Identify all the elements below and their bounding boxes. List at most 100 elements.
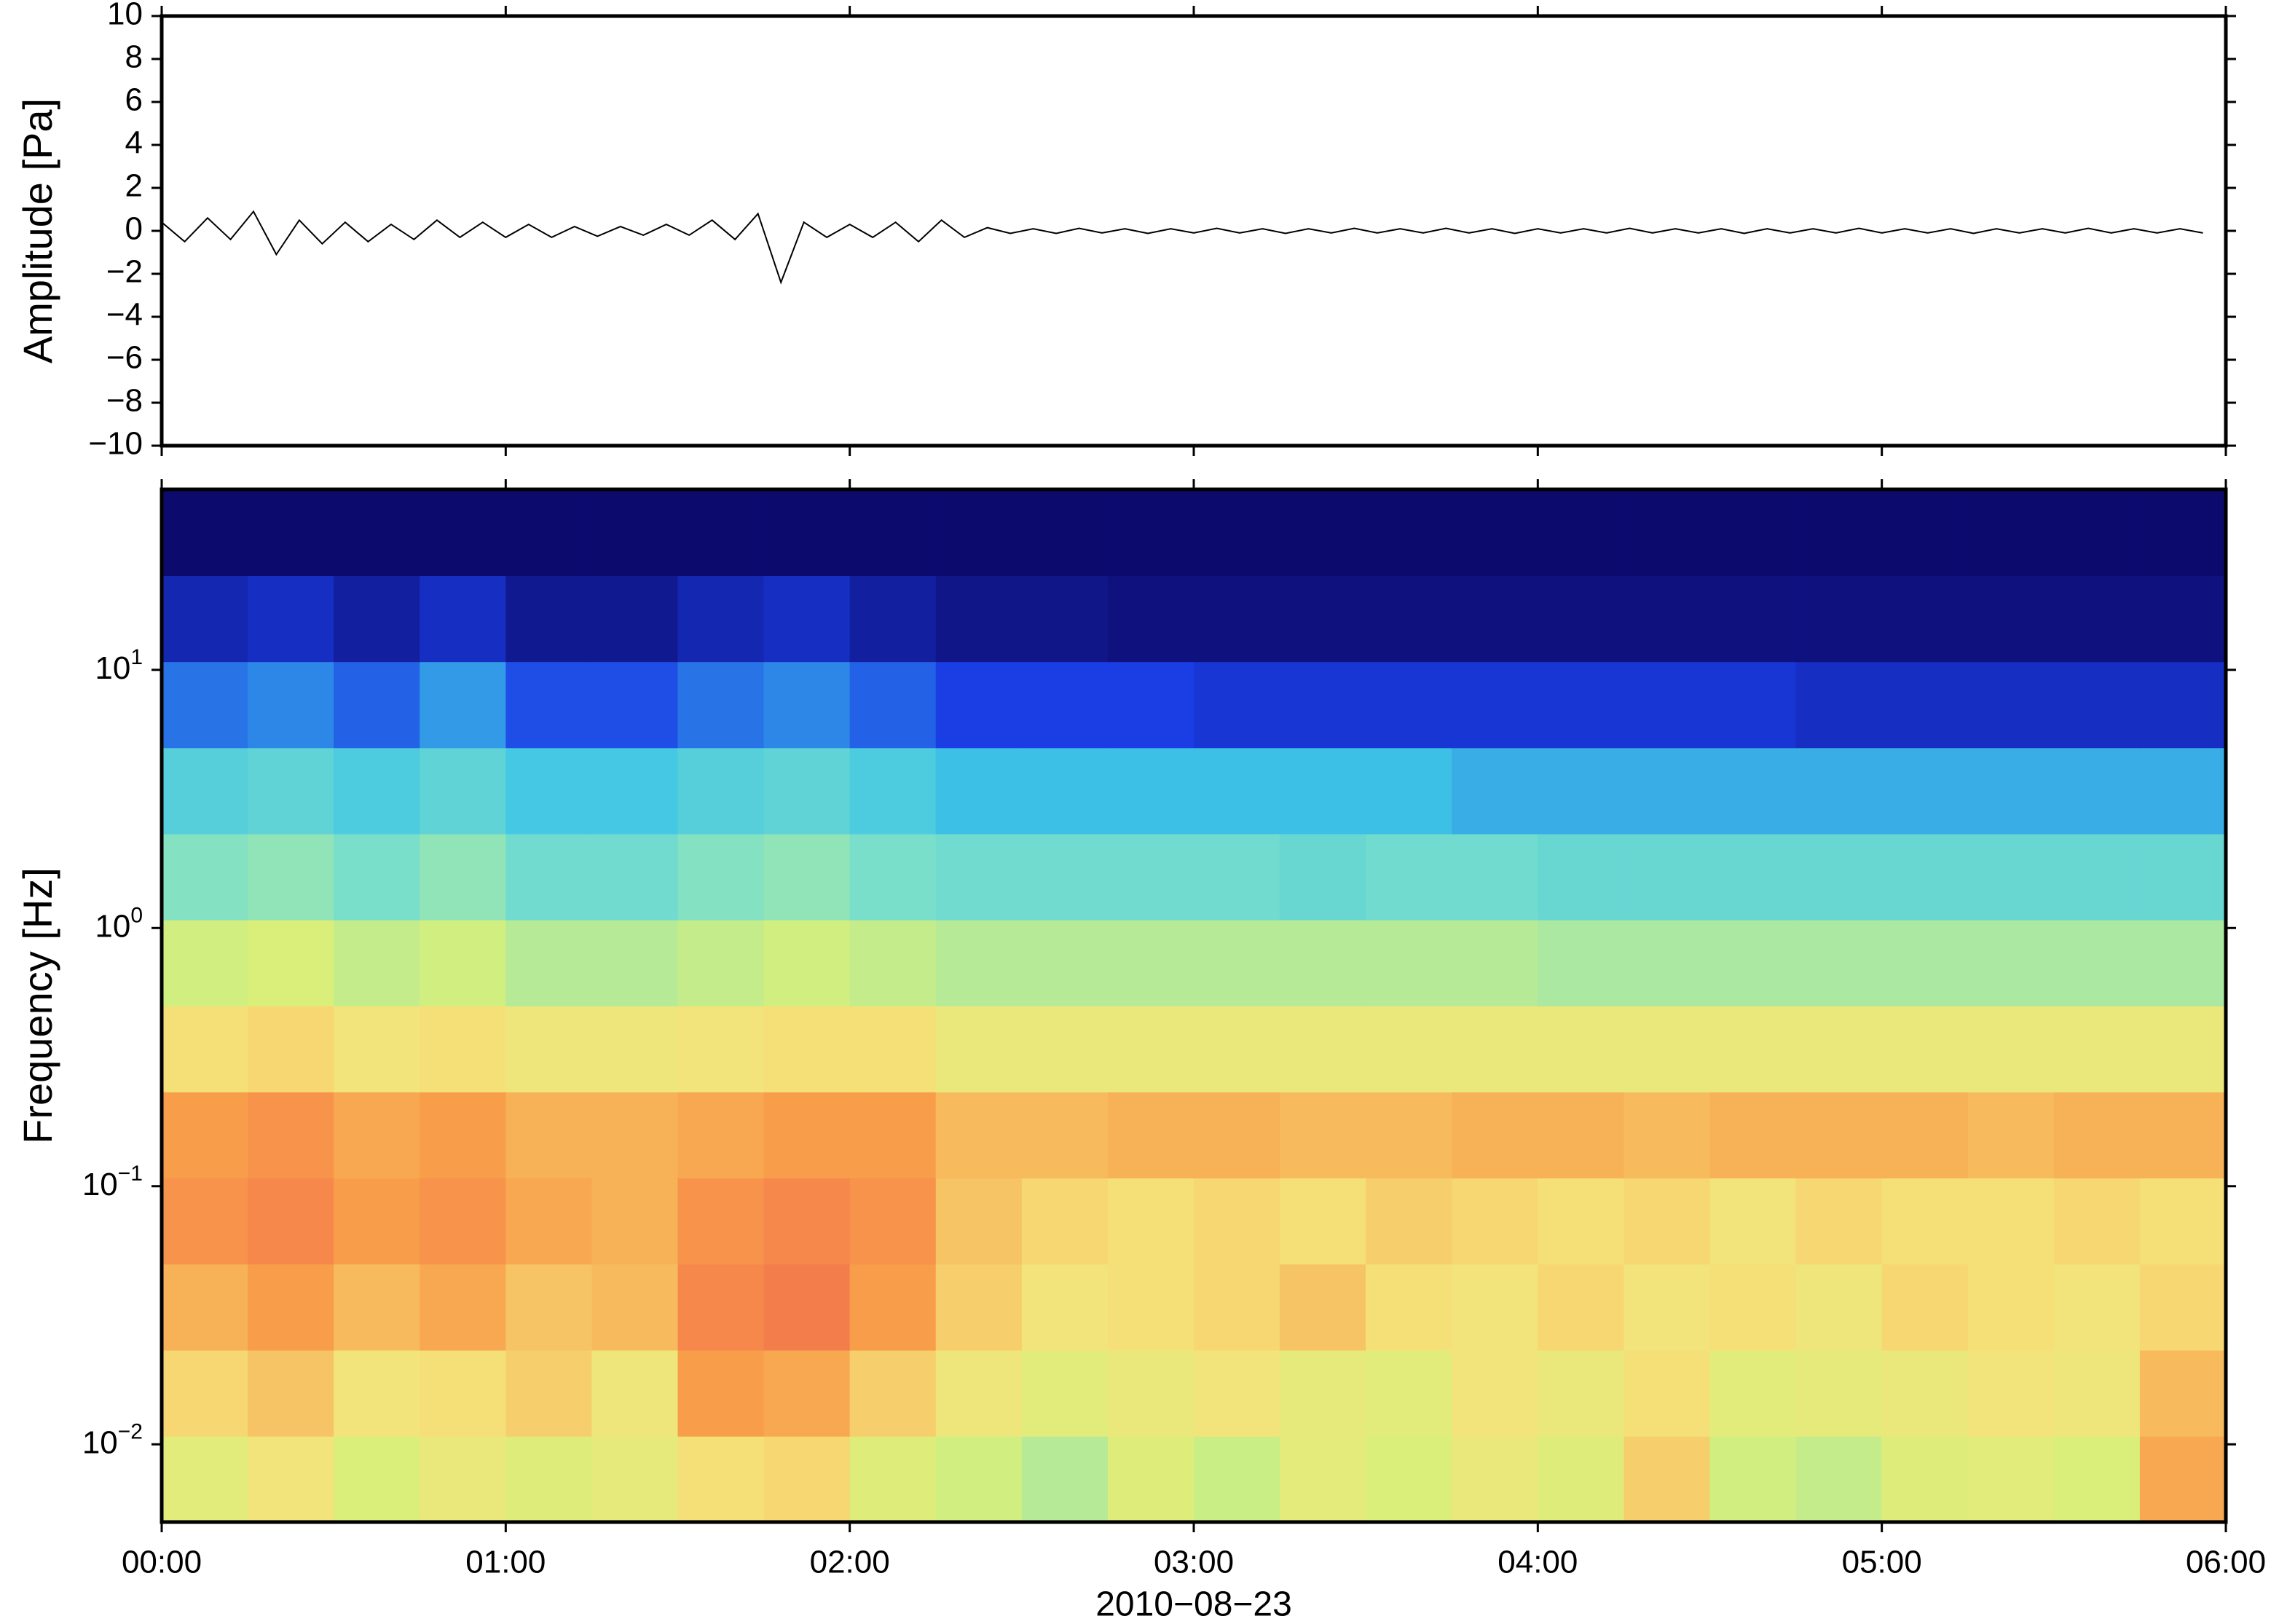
spectrogram-cell	[591, 661, 679, 749]
tick-base: 10	[82, 1166, 118, 1202]
spectrogram-cell	[1623, 1178, 1711, 1265]
spectrogram-cell	[248, 1092, 334, 1179]
spectrogram-cell	[1538, 661, 1625, 749]
tick-exponent: 0	[130, 903, 143, 927]
spectrogram-cell	[1452, 575, 1539, 663]
spectrogram-cell	[2053, 489, 2141, 577]
spectrogram-cell	[1194, 661, 1280, 749]
spectrogram-cell	[1107, 1178, 1194, 1265]
spectrogram-cell	[248, 661, 334, 749]
spectrogram-cell	[763, 747, 851, 835]
spectrogram-cell	[162, 833, 248, 921]
spectrogram-cell	[1623, 1264, 1711, 1351]
spectrogram-cell	[1021, 1092, 1109, 1179]
spectrogram-cell	[677, 575, 765, 663]
spectrogram-cell	[1021, 1264, 1109, 1351]
spectrogram-cell	[1538, 1264, 1625, 1351]
spectrogram-cell	[334, 833, 421, 921]
spectrogram-cell	[2139, 1092, 2227, 1179]
spectrogram-cell	[1881, 1092, 1969, 1179]
spectrogram-cell	[1194, 1349, 1280, 1437]
spectrogram-cell	[935, 575, 1023, 663]
spectrogram-cell	[162, 919, 248, 1006]
spectrogram-cell	[591, 1264, 679, 1351]
y-tick-label: 2	[125, 168, 143, 204]
spectrogram-cell	[1967, 1349, 2055, 1437]
spectrogram-cell	[1280, 1092, 1366, 1179]
spectrogram-cell	[935, 1092, 1023, 1179]
spectrogram-cell	[162, 1349, 248, 1437]
spectrogram-cell	[1709, 661, 1797, 749]
y-tick-label: −2	[106, 254, 143, 290]
spectrogram-cell	[2139, 489, 2227, 577]
spectrogram-cell	[935, 1349, 1023, 1437]
spectrogram-cell	[1795, 1264, 1883, 1351]
spectrogram-cell	[1538, 575, 1625, 663]
y-tick-label: −10	[88, 426, 143, 462]
spectrogram-cell	[677, 747, 765, 835]
spectrogram-cell	[1021, 489, 1109, 577]
spectrogram-cell	[2053, 747, 2141, 835]
spectrogram-cell	[1366, 1178, 1453, 1265]
spectrogram-cell	[420, 1092, 507, 1179]
spectrogram-cell	[1623, 747, 1711, 835]
spectrogram-cell	[1967, 833, 2055, 921]
spectrogram-cell	[1452, 833, 1539, 921]
spectrogram-cell	[2139, 919, 2227, 1006]
spectrogram-cell	[1280, 575, 1366, 663]
y-tick-label: 101	[95, 645, 143, 686]
spectrogram-cell	[849, 833, 937, 921]
tick-exponent: −1	[118, 1162, 143, 1186]
spectrogram-cell	[1194, 833, 1280, 921]
y-tick-label: −6	[106, 340, 143, 376]
spectrogram-cell	[1452, 1092, 1539, 1179]
spectrogram-cell	[162, 1006, 248, 1093]
spectrogram-cell	[2139, 1006, 2227, 1093]
spectrogram-cell	[1280, 1435, 1366, 1523]
x-tick-label: 04:00	[1497, 1545, 1578, 1580]
spectrogram-cell	[1795, 489, 1883, 577]
spectrogram-cell	[1881, 747, 1969, 835]
spectrogram-cell	[1881, 575, 1969, 663]
spectrogram-cell	[1967, 1435, 2055, 1523]
spectrogram-cell	[1967, 575, 2055, 663]
y-axis-title: Frequency [Hz]	[15, 867, 60, 1144]
spectrogram-cell	[2139, 1178, 2227, 1265]
spectrogram-cell	[162, 489, 248, 577]
y-tick-label: 0	[125, 211, 143, 247]
spectrogram-cell	[1709, 1006, 1797, 1093]
spectrogram-cell	[1194, 1178, 1280, 1265]
spectrogram-cell	[248, 1435, 334, 1523]
spectrogram-cell	[849, 1092, 937, 1179]
spectrogram-cell	[1709, 1178, 1797, 1265]
spectrogram-cell	[1881, 1435, 1969, 1523]
spectrogram-cell	[1366, 919, 1453, 1006]
spectrogram-cell	[1107, 747, 1194, 835]
spectrogram-cell	[591, 833, 679, 921]
spectrogram-cell	[935, 1435, 1023, 1523]
spectrogram-cell	[248, 1349, 334, 1437]
y-tick-label: 10	[107, 0, 143, 32]
spectrogram-cell	[1795, 919, 1883, 1006]
tick-base: 10	[95, 908, 130, 944]
spectrogram-cell	[420, 1264, 507, 1351]
spectrogram-cell	[1366, 747, 1453, 835]
spectrogram-cell	[1107, 661, 1194, 749]
spectrogram-cell	[1194, 489, 1280, 577]
spectrogram-cell	[677, 661, 765, 749]
spectrogram-cell	[849, 747, 937, 835]
spectrogram-cell	[1366, 661, 1453, 749]
spectrogram-cell	[1194, 1435, 1280, 1523]
spectrogram-cell	[1194, 919, 1280, 1006]
spectrogram-cell	[1107, 1092, 1194, 1179]
x-axis-title: 2010−08−23	[1095, 1585, 1292, 1624]
spectrogram-cell	[1107, 1435, 1194, 1523]
spectrogram-cell	[1452, 661, 1539, 749]
spectrogram-cell	[935, 661, 1023, 749]
spectrogram-cell	[2139, 833, 2227, 921]
spectrogram-cell	[1452, 1349, 1539, 1437]
spectrogram-cell	[763, 1006, 851, 1093]
spectrogram-cell	[1623, 1006, 1711, 1093]
spectrogram-cell	[1795, 747, 1883, 835]
